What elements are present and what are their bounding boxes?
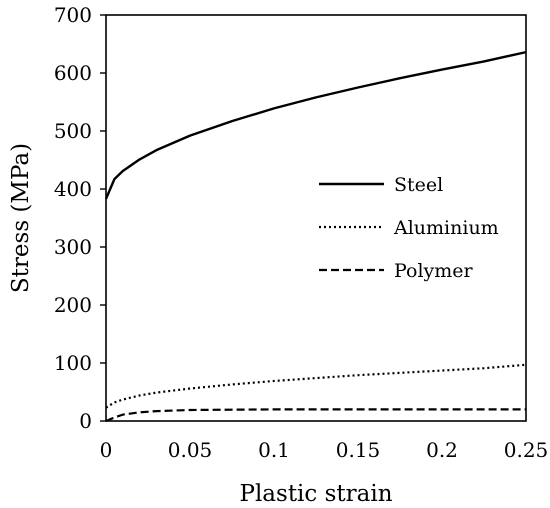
y-tick-label: 100 xyxy=(54,351,92,375)
y-ticks: 0 100 200 300 400 500 600 700 xyxy=(54,3,106,433)
y-tick-label: 500 xyxy=(54,119,92,143)
y-axis-title: Stress (MPa) xyxy=(8,143,34,293)
series-line-steel xyxy=(104,50,527,200)
legend-label-steel: Steel xyxy=(394,174,443,196)
x-ticks: 0 0.05 0.1 0.15 0.2 0.25 xyxy=(100,438,549,462)
x-tick-label: 0.05 xyxy=(168,438,213,462)
legend-label-polymer: Polymer xyxy=(394,260,474,282)
legend-label-aluminium: Aluminium xyxy=(393,217,499,239)
x-tick-label: 0 xyxy=(100,438,113,462)
x-tick-label: 0.1 xyxy=(258,438,290,462)
series-line-polymer xyxy=(105,408,526,423)
y-tick-label: 700 xyxy=(54,3,92,27)
x-tick-label: 0.15 xyxy=(336,438,381,462)
y-tick-label: 300 xyxy=(54,235,92,259)
plot-frame xyxy=(105,14,527,422)
legend: Steel Aluminium Polymer xyxy=(319,174,499,282)
y-tick-label: 600 xyxy=(54,61,92,85)
y-tick-label: 200 xyxy=(54,293,92,317)
series-lines xyxy=(104,50,527,423)
y-tick-label: 0 xyxy=(79,409,92,433)
x-tick-label: 0.25 xyxy=(504,438,549,462)
x-axis-title: Plastic strain xyxy=(239,481,392,507)
series-line-aluminium xyxy=(105,363,527,409)
y-tick-label: 400 xyxy=(54,177,92,201)
x-tick-label: 0.2 xyxy=(426,438,458,462)
